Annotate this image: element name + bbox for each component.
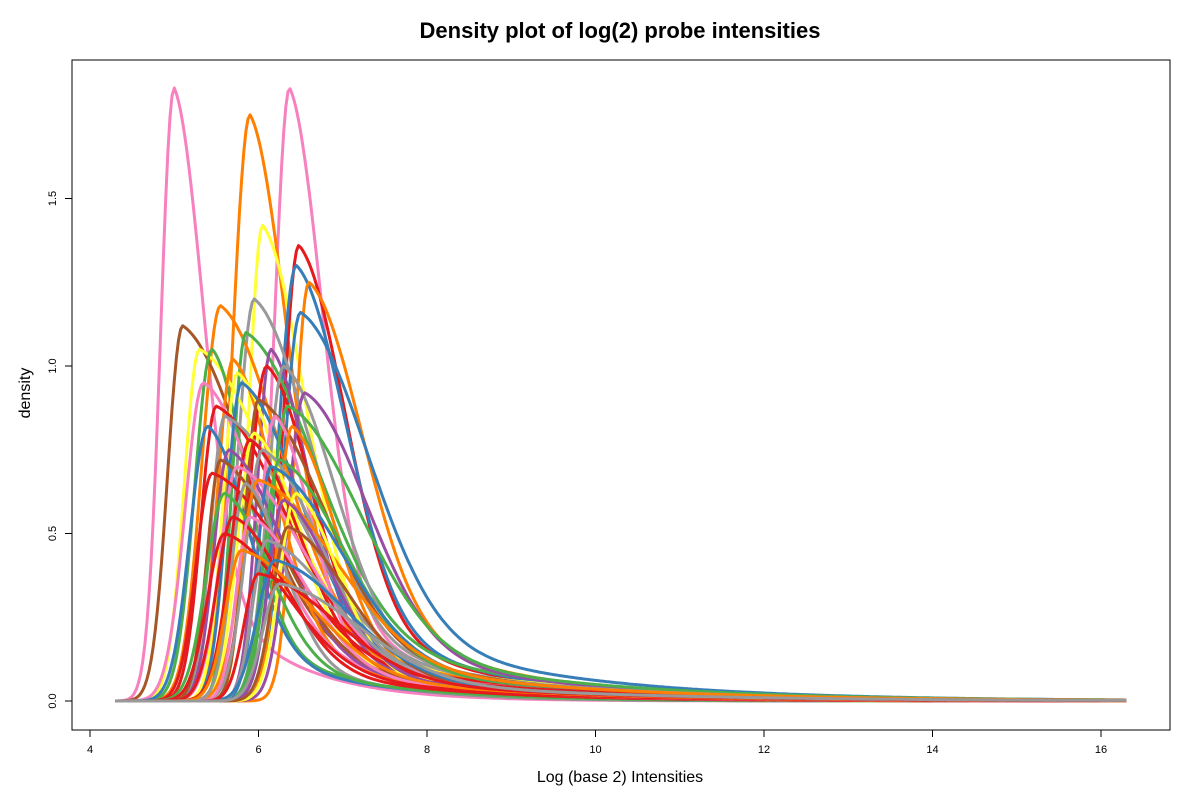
density-curve [115, 582, 1127, 703]
x-tick-label: 10 [589, 744, 601, 756]
y-axis: 0.0 0.5 1.0 1.5 [47, 191, 72, 709]
x-tick-label: 4 [87, 744, 93, 756]
y-tick-label: 0.5 [47, 526, 59, 541]
x-axis-label: Log (base 2) Intensities [537, 769, 703, 786]
y-tick-label: 1.0 [47, 358, 59, 373]
plot-frame [71, 59, 1171, 731]
x-tick-label: 16 [1095, 744, 1107, 756]
y-axis-label: density [17, 368, 34, 419]
x-tick-label: 12 [758, 744, 770, 756]
chart-title: Density plot of log(2) probe intensities [420, 18, 821, 43]
x-tick-label: 6 [255, 744, 261, 756]
y-tick-label: 1.5 [47, 191, 59, 206]
density-curves [115, 86, 1127, 703]
x-tick-label: 14 [926, 744, 938, 756]
x-axis: 4 6 8 10 12 14 16 [87, 730, 1107, 756]
y-tick-label: 0.0 [47, 693, 59, 708]
x-tick-label: 8 [424, 744, 430, 756]
